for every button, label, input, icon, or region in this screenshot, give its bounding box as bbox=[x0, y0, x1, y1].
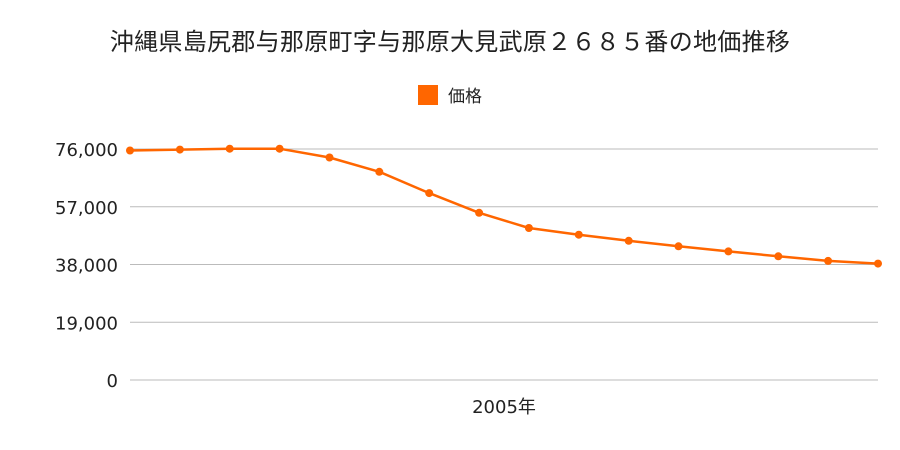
chart-title: 沖縄県島尻郡与那原町字与那原大見武原２６８５番の地価推移 bbox=[109, 28, 791, 56]
legend: 価格 bbox=[0, 82, 900, 107]
y-tick-label: 19,000 bbox=[55, 313, 118, 334]
data-point bbox=[375, 167, 384, 176]
data-point bbox=[774, 252, 783, 261]
data-point bbox=[175, 145, 184, 154]
y-axis-ticks: 76,000 57,000 38,000 19,000 0 bbox=[55, 140, 118, 392]
data-point bbox=[674, 242, 683, 251]
data-point bbox=[126, 146, 134, 155]
grid-lines bbox=[130, 148, 878, 381]
data-point bbox=[874, 259, 882, 268]
series-line bbox=[129, 147, 879, 265]
legend-swatch bbox=[418, 84, 438, 105]
data-point bbox=[524, 224, 533, 232]
data-point bbox=[824, 256, 833, 265]
series-points bbox=[126, 144, 882, 268]
data-point bbox=[724, 247, 733, 256]
data-point bbox=[325, 153, 334, 162]
data-point bbox=[624, 236, 633, 245]
data-point bbox=[275, 144, 284, 153]
x-axis-label: 2005年 bbox=[472, 397, 536, 418]
legend-label: 価格 bbox=[448, 87, 482, 107]
data-point bbox=[475, 208, 484, 217]
data-point bbox=[574, 230, 583, 239]
y-tick-label: 76,000 bbox=[55, 140, 118, 161]
data-point bbox=[225, 144, 234, 153]
y-tick-label: 38,000 bbox=[55, 256, 118, 277]
data-point bbox=[425, 189, 434, 198]
y-tick-label: 0 bbox=[107, 371, 118, 392]
y-tick-label: 57,000 bbox=[55, 198, 118, 219]
